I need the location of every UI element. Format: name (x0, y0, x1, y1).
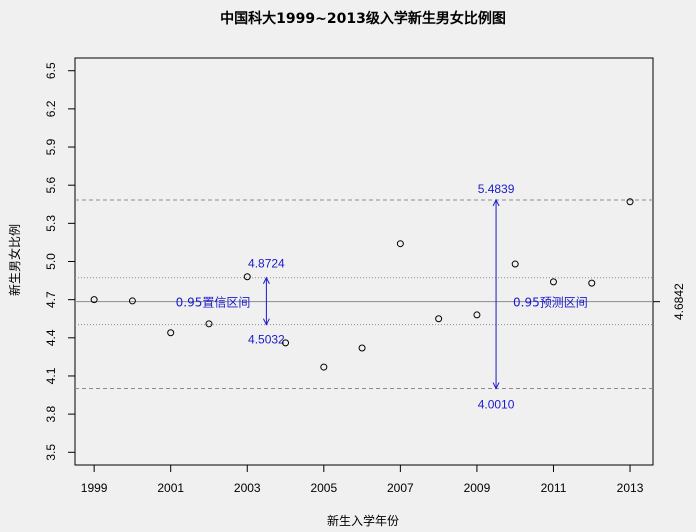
x-tick-label-2011: 2011 (541, 481, 567, 495)
data-point-2010 (511, 260, 519, 268)
x-tick-label-2007: 2007 (387, 481, 414, 495)
y-tick-label-5: 5.0 (44, 253, 58, 270)
ci-upper-label: 4.8724 (248, 257, 285, 271)
y-axis-label: 新生男女比例 (7, 224, 22, 296)
pi-upper-label: 5.4839 (478, 182, 515, 196)
ci-label: 0.95置信区间 (176, 296, 251, 310)
data-point-2002 (205, 320, 213, 328)
y-tick-label-2: 4.1 (44, 367, 58, 384)
plot-area: 1999 2001 2003 2005 2007 2009 2011 2013 3.5 3.8 4.… (44, 57, 686, 495)
ci-arrow-head-bottom (262, 318, 270, 326)
y-tick-label-7: 5.6 (44, 177, 58, 194)
ci-lower-label: 4.5032 (248, 333, 285, 347)
y-tick-label-9: 6.2 (44, 100, 58, 117)
data-point-2009 (473, 311, 481, 319)
data-point-2013 (626, 198, 634, 206)
data-point-2000 (128, 297, 136, 305)
data-point-2008 (435, 315, 443, 323)
pi-label: 0.95预测区间 (513, 296, 588, 310)
y-tick-label-0: 3.5 (44, 444, 58, 461)
data-point-2011 (549, 278, 557, 286)
y-tick-label-8: 5.9 (44, 138, 58, 155)
pi-lower-label: 4.0010 (478, 398, 515, 412)
x-axis-label: 新生入学年份 (327, 513, 399, 528)
data-point-2004 (282, 339, 290, 347)
y-tick-label-4: 4.7 (44, 291, 58, 308)
plot-frame (74, 57, 654, 466)
ci-arrow-head-top (262, 276, 270, 284)
chart-title: 中国科大1999~2013级入学新生男女比例图 (220, 10, 506, 27)
y-tick-label-10: 6.5 (44, 62, 58, 79)
x-tick-label-2013: 2013 (617, 481, 644, 495)
data-point-2003 (243, 273, 251, 281)
x-tick-label-2001: 2001 (157, 481, 184, 495)
y-tick-label-1: 3.8 (44, 405, 58, 422)
y-tick-label-3: 4.4 (44, 329, 58, 346)
x-tick-label-2003: 2003 (234, 481, 261, 495)
x-tick-label-1999: 1999 (81, 481, 108, 495)
pi-arrow-head-top (492, 198, 500, 207)
data-point-1999 (90, 296, 98, 304)
y-tick-label-6: 5.3 (44, 215, 58, 232)
x-tick-label-2005: 2005 (310, 481, 337, 495)
mean-value-label: 4.6842 (672, 283, 686, 320)
data-point-2012 (588, 279, 596, 287)
pi-arrow-head-bottom (492, 382, 500, 390)
data-point-2006 (358, 344, 366, 352)
x-tick-label-2009: 2009 (464, 481, 491, 495)
data-point-2007 (396, 240, 404, 248)
data-point-2005 (320, 363, 328, 371)
data-point-2001 (167, 329, 175, 337)
